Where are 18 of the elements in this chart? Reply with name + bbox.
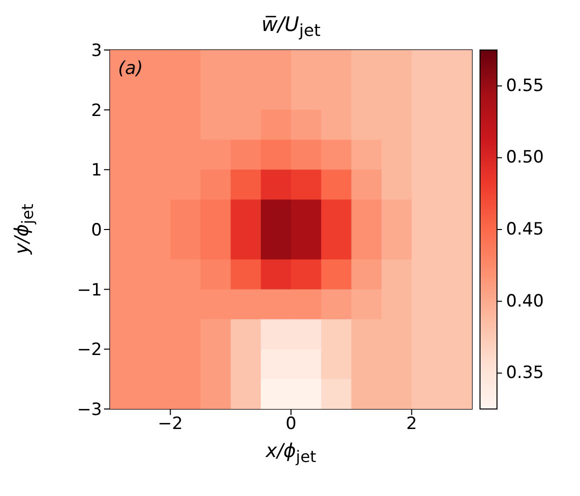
chart-title: w̅/U$_{jet}$	[260, 12, 322, 40]
x-tick-label: −2	[158, 414, 183, 434]
x-tick-label: 0	[286, 414, 296, 434]
y-tick-label: 2	[91, 100, 102, 121]
y-tick-label: 3	[91, 41, 102, 62]
y-tick-label: 0	[91, 220, 102, 241]
y-tick-label: −2	[76, 340, 102, 360]
y-tick-label: −1	[76, 280, 102, 300]
color-bar-label: 0.35	[506, 363, 544, 384]
x-axis-title: x/ϕ$_{jet}$	[264, 440, 318, 466]
x-tick-label: 2	[406, 414, 418, 434]
y-tick-label: 1	[91, 160, 102, 181]
color-bar-label: 0.55	[506, 76, 544, 96]
color-bar-label: 0.45	[506, 220, 544, 240]
annotation: (a)	[118, 58, 144, 79]
color-bar-label: 0.40	[506, 291, 544, 312]
color-bar-label: 0.50	[506, 148, 544, 168]
y-tick-label: −3	[76, 400, 102, 420]
